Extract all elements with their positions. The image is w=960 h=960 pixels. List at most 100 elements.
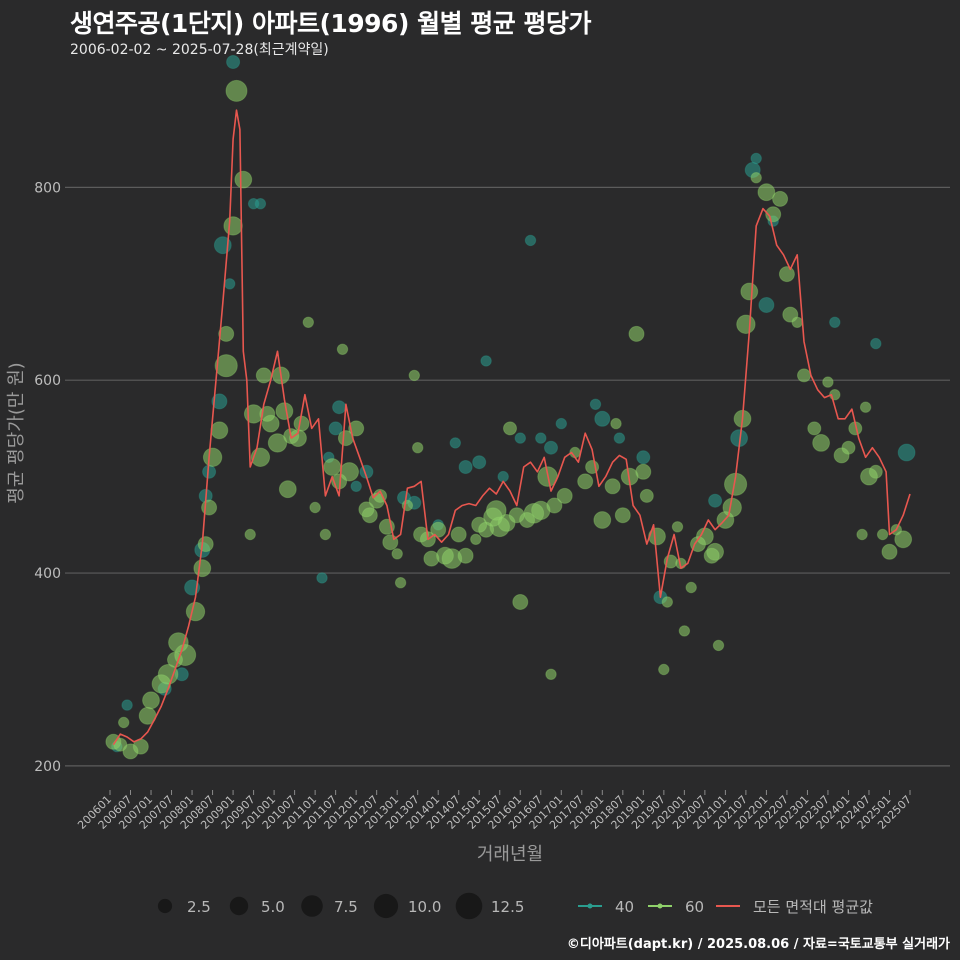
- data-point-60: [197, 536, 214, 553]
- chart-title: 생연주공(1단지) 아파트(1996) 월별 평균 평당가: [70, 9, 592, 38]
- data-point-60: [685, 581, 697, 594]
- data-point-40: [316, 572, 328, 584]
- data-point-60: [394, 577, 407, 589]
- data-point-60: [736, 314, 756, 334]
- data-point-60: [278, 480, 297, 499]
- data-point-60: [671, 521, 684, 533]
- data-point-40: [350, 480, 362, 492]
- data-point-60: [807, 421, 822, 436]
- data-point-40: [449, 437, 461, 449]
- data-point-60: [750, 172, 762, 184]
- avg-price-line: [112, 109, 911, 746]
- data-point-40: [870, 337, 882, 350]
- data-point-60: [635, 463, 652, 480]
- legend-size-marker: [229, 896, 249, 916]
- data-point-60: [391, 548, 403, 560]
- legend-size-label: 7.5: [334, 898, 358, 916]
- data-point-60: [778, 266, 795, 283]
- data-point-60: [797, 368, 811, 383]
- data-point-60: [822, 376, 834, 388]
- footer-credit: ©디아파트(dapt.kr) / 2025.08.06 / 자료=국토교통부 실…: [566, 937, 950, 952]
- data-point-40: [758, 297, 775, 313]
- data-point-40: [226, 55, 241, 69]
- data-point-60: [319, 528, 332, 541]
- data-point-60: [678, 625, 691, 637]
- chart-subtitle: 2006-02-02 ~ 2025-07-28(최근계약일): [70, 42, 329, 58]
- data-point-40: [480, 355, 492, 367]
- data-point-60: [225, 79, 248, 102]
- data-point-60: [614, 507, 631, 524]
- data-point-60: [174, 644, 197, 666]
- data-point-60: [309, 501, 321, 514]
- data-point-60: [648, 527, 666, 546]
- data-point-60: [639, 488, 654, 503]
- data-point-60: [255, 367, 272, 384]
- legend-size-marker: [157, 898, 173, 914]
- legend-size-marker: [301, 895, 323, 917]
- data-point-60: [604, 478, 621, 495]
- data-point-60: [545, 668, 557, 680]
- data-point-60: [512, 594, 529, 610]
- data-point-40: [555, 417, 567, 430]
- data-point-60: [323, 458, 342, 476]
- data-point-60: [791, 316, 803, 328]
- data-point-60: [202, 447, 223, 467]
- legend-size-label: 5.0: [261, 898, 285, 916]
- data-point-60: [556, 487, 573, 504]
- x-axis-title: 거래년월: [477, 844, 543, 865]
- data-point-40: [254, 198, 267, 210]
- data-point-60: [142, 691, 160, 710]
- data-point-60: [859, 401, 872, 413]
- y-tick-label: 800: [34, 180, 61, 196]
- data-point-60: [339, 462, 359, 482]
- data-point-40: [589, 398, 602, 410]
- data-point-40: [332, 400, 347, 415]
- legend-size-label: 12.5: [491, 898, 524, 916]
- legend-size-marker: [455, 892, 483, 920]
- data-point-60: [408, 369, 420, 382]
- grid-layer: [65, 186, 950, 767]
- data-point-40: [708, 493, 723, 508]
- data-point-60: [450, 526, 467, 543]
- data-point-40: [897, 443, 916, 462]
- data-point-60: [876, 528, 889, 541]
- data-point-40: [750, 152, 762, 165]
- data-point-60: [210, 421, 229, 440]
- data-point-40: [524, 234, 537, 247]
- legend-series-label: 모든 면적대 평균값: [753, 898, 873, 916]
- data-point-60: [382, 534, 399, 551]
- legend-size-marker: [373, 893, 399, 919]
- data-point-60: [118, 716, 130, 729]
- legend-series-label: 40: [615, 898, 634, 916]
- y-tick-label: 400: [34, 566, 61, 582]
- data-point-60: [214, 354, 238, 378]
- data-point-60: [261, 414, 280, 433]
- data-point-60: [696, 527, 714, 546]
- y-tick-label: 600: [34, 373, 61, 389]
- legend-dot-40: [587, 903, 593, 909]
- legend: 2.5 5.0 7.5 10.0 12.5 40 60 모든 면적대 평균값: [157, 892, 873, 920]
- data-point-60: [348, 420, 365, 437]
- data-point-60: [412, 442, 424, 454]
- data-point-60: [185, 601, 206, 622]
- data-point-40: [829, 316, 841, 328]
- data-point-60: [658, 663, 670, 676]
- data-point-40: [544, 440, 558, 455]
- data-point-60: [757, 183, 776, 202]
- data-point-60: [275, 402, 294, 421]
- data-point-40: [594, 410, 611, 427]
- data-point-60: [503, 421, 517, 436]
- data-point-60: [361, 507, 378, 524]
- data-point-60: [661, 596, 673, 608]
- data-point-60: [201, 499, 218, 516]
- data-point-60: [881, 543, 898, 560]
- data-point-60: [244, 528, 256, 541]
- data-point-60: [234, 170, 253, 189]
- data-point-60: [610, 417, 622, 430]
- legend-series-label: 60: [685, 898, 704, 916]
- data-point-60: [267, 433, 288, 453]
- data-point-40: [497, 470, 509, 483]
- data-point-60: [740, 282, 759, 301]
- data-point-40: [121, 699, 133, 711]
